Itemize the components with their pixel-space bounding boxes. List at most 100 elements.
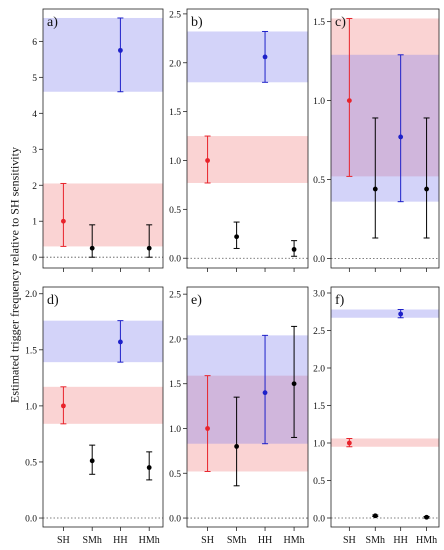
y-tick-label: 0.5 (25, 458, 37, 468)
x-tick-label-HH: HH (258, 535, 272, 546)
confidence-band-HH (187, 31, 308, 83)
panel-frame (42, 286, 164, 528)
point-HMh (424, 186, 429, 192)
confidence-band-SH (43, 183, 163, 247)
point-SMh (372, 186, 378, 192)
confidence-band-SH (187, 136, 308, 183)
x-tick-label-HH: HH (393, 535, 407, 546)
point-SH (205, 158, 210, 163)
panel-label: b) (191, 15, 203, 30)
y-tick-label: 0.0 (169, 515, 181, 525)
panel-b: 0.0 0.5 1.0 1.5 2.0 2.5 b) (169, 8, 309, 272)
x-tick-label-SMh: SMh (366, 535, 385, 546)
bands-f (331, 309, 439, 447)
panel-label: c) (335, 15, 346, 30)
y-tick-label: 2.0 (169, 335, 181, 345)
y-tick-label: 1.5 (313, 402, 325, 412)
panel-label: e) (191, 293, 202, 308)
point-HMh (146, 245, 152, 251)
x-tick-label-SMh: SMh (227, 535, 246, 546)
point-HH (118, 47, 123, 53)
point-HMh (291, 381, 297, 387)
y-tick-label: 1.0 (313, 97, 325, 107)
point-HH (398, 134, 404, 140)
y-tick-label: 0.5 (313, 176, 325, 186)
y-tick-label: 2.0 (169, 59, 181, 69)
y-tick-label: 2.5 (169, 10, 181, 20)
confidence-band-SH (331, 438, 439, 447)
y-tick-label: 0.5 (169, 470, 181, 480)
panel-frame (186, 286, 309, 528)
point-HH (262, 54, 268, 60)
bands-a (43, 17, 163, 247)
confidence-band-HH (331, 54, 439, 202)
y-tick-label: 0.0 (313, 255, 325, 265)
y-tick-label: 0 (32, 254, 37, 264)
point-HMh (146, 465, 152, 470)
x-tick-label-SH: SH (57, 535, 70, 546)
y-tick-label: 2 (32, 182, 37, 192)
y-tick-label: 3.0 (313, 290, 325, 300)
y-tick-label: 2.5 (169, 291, 181, 301)
point-HH (398, 311, 404, 317)
bands-e (187, 335, 308, 472)
y-tick-label: 0.0 (169, 255, 181, 265)
x-tick-label-HH: HH (113, 535, 127, 546)
panel-e: 0.0 0.5 1.0 1.5 2.0 2.5 SH SMh HH HMh e) (169, 286, 309, 546)
y-tick-label: 2.0 (25, 290, 37, 300)
bands-c (331, 18, 439, 202)
x-tick-label-HMh: HMh (139, 535, 160, 546)
confidence-band-HH (43, 17, 163, 92)
panel-label: f) (335, 293, 345, 308)
confidence-band-HH (43, 320, 163, 363)
confidence-band-HH (331, 309, 439, 318)
y-tick-label: 1.0 (169, 425, 181, 435)
y-tick-label: 0.5 (169, 206, 181, 216)
y-tick-label: 2.0 (313, 365, 325, 375)
panel-frame (42, 8, 164, 269)
point-SMh (234, 234, 240, 240)
y-tick-label: 6 (32, 38, 37, 48)
point-SH (61, 403, 66, 409)
panel-frame (330, 286, 440, 528)
x-tick-label-SH: SH (201, 535, 214, 546)
y-tick-label: 1.5 (169, 108, 181, 118)
point-SMh (234, 444, 240, 449)
panel-f: 0.0 0.5 1.0 1.5 2.0 2.5 3.0 SH SMh HH HMh f) (313, 286, 440, 546)
bands-b (187, 31, 308, 183)
y-tick-label: 1.0 (25, 402, 37, 412)
y-tick-label: 3 (32, 146, 37, 156)
y-tick-label: 1.0 (313, 440, 325, 450)
confidence-band-HH (187, 335, 308, 444)
x-tick-label-HMh: HMh (284, 535, 305, 546)
x-tick-label-SH: SH (343, 535, 356, 546)
confidence-band-SH (43, 386, 163, 424)
y-tick-label: 0.0 (25, 515, 37, 525)
panel-a: 0 1 2 3 4 5 6 a) (32, 8, 164, 272)
point-HH (262, 390, 268, 396)
panel-frame (186, 8, 309, 269)
y-tick-label: 5 (32, 74, 37, 84)
point-SMh (89, 245, 95, 251)
y-tick-label: 4 (32, 110, 37, 120)
y-tick-label: 1.5 (25, 346, 37, 356)
y-tick-label: 1.5 (313, 18, 325, 28)
point-HMh (291, 247, 297, 252)
x-tick-label-HMh: HMh (416, 535, 437, 546)
y-tick-label: 1.5 (169, 380, 181, 390)
panel-frame (330, 8, 440, 269)
point-SH (346, 440, 352, 446)
bands-d (43, 320, 163, 424)
x-tick-label-SMh: SMh (82, 535, 101, 546)
point-HMh (424, 514, 429, 520)
panel-c: 0.0 0.5 1.0 1.5 c) (313, 8, 440, 272)
point-SH (346, 98, 352, 103)
panel-label: d) (47, 293, 59, 308)
point-SH (61, 218, 66, 224)
y-tick-label: 0.0 (313, 515, 325, 525)
point-SMh (372, 513, 378, 519)
y-tick-label: 1.0 (169, 157, 181, 167)
y-tick-label: 2.5 (313, 327, 325, 337)
panel-d: 0.0 0.5 1.0 1.5 2.0 SH SMh HH HMh d) (25, 286, 164, 546)
